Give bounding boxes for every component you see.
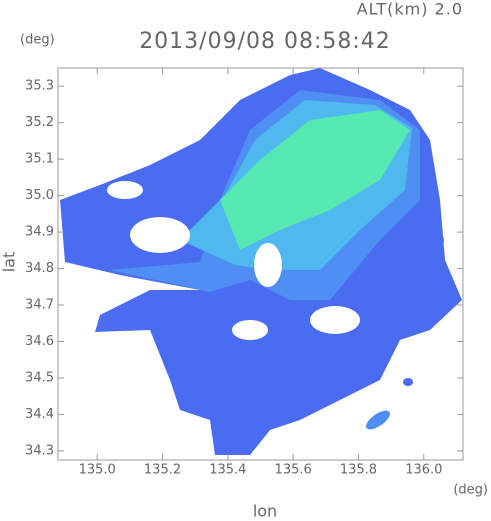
y-tick-label: 34.9 — [25, 225, 54, 240]
y-tick-label: 34.3 — [25, 443, 54, 458]
y-axis-label: lat — [0, 252, 19, 273]
x-axis-label: lon — [253, 502, 277, 521]
y-tick-label: 34.8 — [25, 261, 54, 276]
x-tick-label: 135.6 — [275, 463, 312, 478]
x-tick-label: 136.0 — [405, 463, 442, 478]
y-tick-label: 35.3 — [25, 79, 54, 94]
x-tick-label: 135.0 — [79, 463, 116, 478]
y-unit: (deg) — [20, 33, 55, 48]
y-tick-label: 34.7 — [25, 298, 54, 313]
annotation: ALT(km) 2.0 — [357, 0, 463, 19]
x-unit: (deg) — [453, 483, 488, 498]
y-tick-label: 35.0 — [25, 188, 54, 203]
x-tick-label: 135.8 — [340, 463, 377, 478]
plot-frame — [57, 67, 464, 461]
y-tick-label: 35.2 — [25, 115, 54, 130]
x-tick-label: 135.2 — [144, 463, 181, 478]
radar-echo — [60, 68, 462, 455]
y-tick-label: 34.5 — [25, 370, 54, 385]
x-tick-label: 135.4 — [209, 463, 246, 478]
chart-title: 2013/09/08 08:58:42 — [139, 29, 391, 54]
y-tick-label: 34.4 — [25, 407, 54, 422]
y-tick-label: 35.1 — [25, 152, 54, 167]
y-tick-label: 34.6 — [25, 334, 54, 349]
